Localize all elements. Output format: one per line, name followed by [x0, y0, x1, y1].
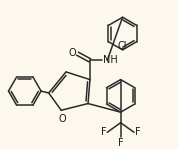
Text: O: O	[58, 114, 66, 124]
Text: NH: NH	[103, 55, 118, 65]
Text: O: O	[69, 48, 77, 58]
Text: F: F	[135, 127, 141, 137]
Text: Cl: Cl	[118, 41, 127, 51]
Text: F: F	[118, 138, 124, 148]
Text: F: F	[101, 127, 106, 137]
